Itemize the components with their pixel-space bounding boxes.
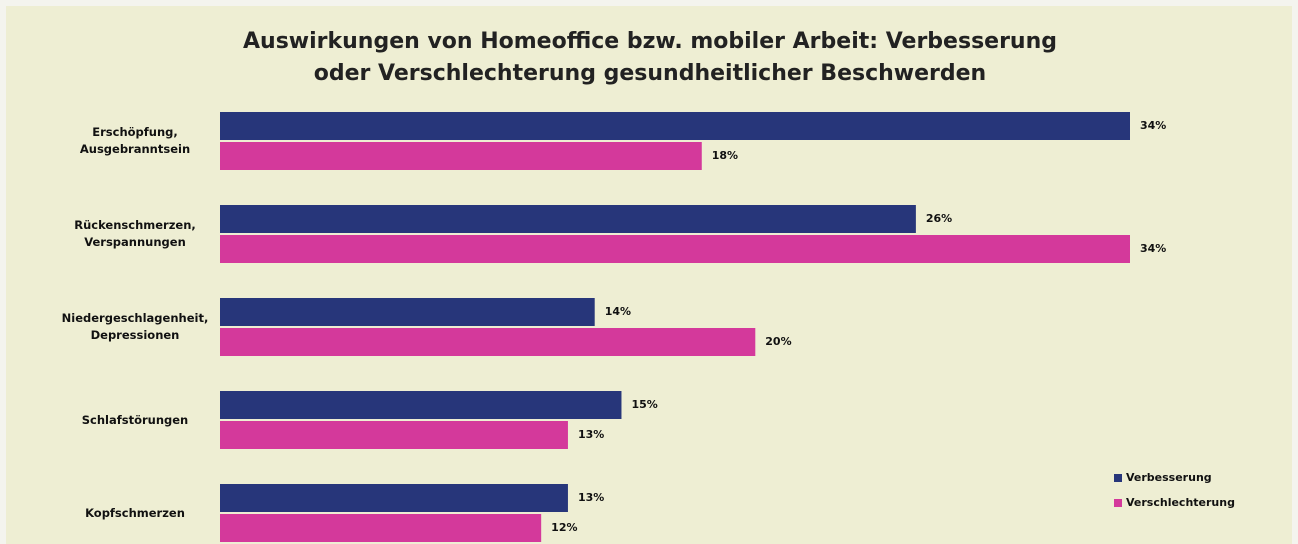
bar [220, 112, 1130, 140]
value-label: 13% [578, 428, 604, 441]
chart-title: Auswirkungen von Homeoffice bzw. mobiler… [243, 29, 1057, 86]
chart: Auswirkungen von Homeoffice bzw. mobiler… [6, 6, 1292, 544]
category-label: Kopfschmerzen [85, 505, 185, 520]
category-label: Rückenschmerzen, Verspannungen [74, 218, 196, 249]
value-label: 26% [926, 212, 952, 225]
bar [220, 514, 542, 542]
bar [220, 235, 1130, 263]
bar [220, 421, 568, 449]
legend-label: Verschlechterung [1126, 496, 1235, 509]
value-label: 34% [1140, 119, 1166, 132]
category-label: Erschöpfung, Ausgebranntsein [79, 125, 191, 156]
bar [220, 328, 756, 356]
value-label: 14% [605, 305, 631, 318]
value-label: 13% [578, 491, 604, 504]
bar [220, 205, 916, 233]
value-label: 34% [1140, 242, 1166, 255]
value-label: 18% [712, 149, 738, 162]
bar [220, 142, 702, 170]
value-label: 12% [551, 521, 577, 534]
legend-swatch [1114, 499, 1122, 507]
value-label: 15% [631, 398, 657, 411]
bar [220, 484, 568, 512]
category-label: Schlafstörungen [81, 412, 189, 427]
plot: 34% 18% 26% 34% 14% 20% 15% 13% 13% 12% Verbesseru… [220, 112, 1235, 542]
bar [220, 298, 595, 326]
category-label: Niedergeschlagenheit, Depressionen [61, 311, 209, 342]
bar [220, 391, 622, 419]
legend-swatch [1114, 474, 1122, 482]
legend-label: Verbesserung [1126, 471, 1212, 484]
value-label: 20% [765, 335, 791, 348]
